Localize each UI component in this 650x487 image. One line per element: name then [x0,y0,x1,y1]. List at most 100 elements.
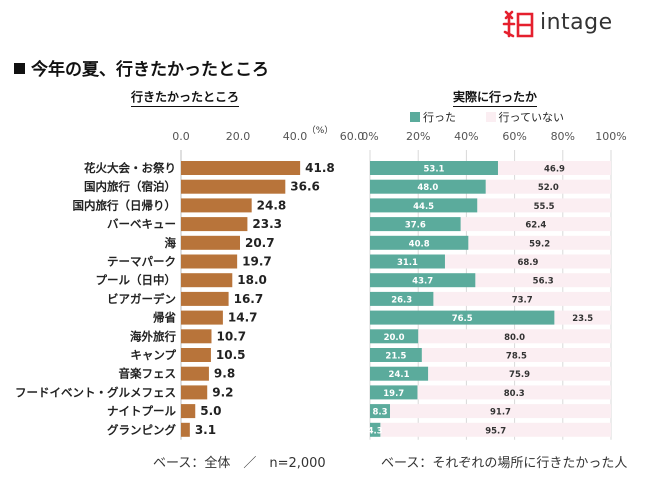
left-bar [181,217,248,232]
right-not-went-value-label: 52.0 [538,183,559,193]
left-bar [181,179,286,194]
right-went-value-label: 31.1 [397,258,418,268]
legend-label-not-went: 行っていない [498,111,564,124]
legend: 行った 行っていない [410,109,590,125]
left-bar-value-label: 41.8 [305,161,335,175]
right-went-value-label: 19.7 [383,389,404,399]
left-axis-unit-label: （%） [307,125,334,136]
right-bar-went [370,310,555,325]
footer-base-left: ベース：全体 ／ n=2,000 [153,456,326,471]
right-bar-not-went [433,291,611,306]
left-category-label: 音楽フェス [119,367,177,381]
left-bar [181,235,240,250]
right-not-went-value-label: 23.5 [572,314,593,324]
legend-item-not-went: 行っていない [485,109,564,125]
right-went-value-label: 20.0 [384,333,405,343]
left-bar-value-label: 16.7 [234,292,264,306]
page-title-text: 今年の夏、行きたかったところ [31,60,269,80]
right-not-went-value-label: 62.4 [525,221,546,231]
right-not-went-value-label: 95.7 [485,426,506,436]
left-bar [181,310,223,325]
left-bar [181,422,190,437]
right-axis-tick-label: 0% [361,130,378,143]
right-not-went-value-label: 80.0 [504,333,525,343]
right-not-went-value-label: 73.7 [512,295,533,305]
left-bar-value-label: 10.5 [216,348,246,362]
left-category-label: ナイトプール [107,404,176,418]
right-panel-heading: 実際に行ったか [453,88,538,107]
footer-base-right: ベース：それぞれの場所に行きたかった人 [381,456,628,471]
left-category-label: フードイベント・グルメフェス [15,385,176,399]
left-bar [181,273,233,288]
right-bar-not-went [417,385,611,400]
left-axis-tick-label: 0.0 [172,130,190,143]
left-bar-value-label: 23.3 [252,217,282,231]
right-not-went-value-label: 56.3 [533,277,554,287]
right-axis-tick-label: 40% [454,130,478,143]
page-title: 今年の夏、行きたかったところ [14,55,269,80]
left-category-label: 海 [165,236,177,250]
left-axis-tick-label: 40.0 [283,130,308,143]
left-category-label: キャンプ [130,348,176,362]
right-bar-went [370,179,486,194]
left-bar-value-label: 3.1 [195,423,216,437]
left-bar-value-label: 9.2 [212,385,233,399]
legend-item-went: 行った [410,109,456,125]
right-bar-went [370,273,476,288]
legend-label-went: 行った [423,111,456,124]
left-bar [181,198,252,213]
right-bar-went [370,291,434,306]
left-bar [181,348,211,362]
right-not-went-value-label: 91.7 [490,408,511,418]
left-bar-value-label: 10.7 [216,329,246,343]
left-category-label: プール（日中） [96,273,177,287]
left-panel-heading: 行きたかったところ [131,88,240,107]
right-went-value-label: 37.6 [405,221,426,231]
right-went-value-label: 53.1 [423,165,444,175]
left-bar [181,366,209,381]
right-went-value-label: 4.3 [368,426,383,436]
left-category-label: 国内旅行（宿泊） [84,180,176,194]
left-bar [181,404,196,419]
right-bar-went [370,329,419,344]
right-bar-not-went [475,273,611,288]
right-bar-not-went [485,179,611,194]
left-bar-value-label: 9.8 [214,367,235,381]
left-bar [181,291,229,306]
right-bar-went [370,385,418,400]
left-bar [181,254,238,269]
left-category-label: グランピング [107,423,176,437]
left-category-label: 海外旅行 [130,329,176,343]
left-category-label: バーベキュー [107,217,176,231]
right-went-value-label: 48.0 [417,183,438,193]
right-axis-tick-label: 100% [595,130,626,143]
left-category-label: 帰省 [153,311,176,325]
right-axis-tick-label: 60% [502,130,526,143]
left-bar [181,161,301,175]
right-bar-went [370,366,429,381]
right-not-went-value-label: 68.9 [517,258,538,268]
left-bar-value-label: 14.7 [228,311,258,325]
right-bar-went [370,348,422,362]
right-axis-tick-label: 20% [406,130,430,143]
right-bar-not-went [460,217,611,232]
left-bar [181,385,208,400]
right-bar-not-went [428,366,611,381]
right-bar-went [370,198,478,213]
right-not-went-value-label: 55.5 [534,202,555,212]
right-went-value-label: 76.5 [452,314,473,324]
left-category-label: テーマパーク [107,255,176,269]
left-bar-value-label: 5.0 [200,404,221,418]
right-axis-tick-label: 80% [551,130,575,143]
right-bar-went [370,217,461,232]
left-bar-value-label: 24.8 [257,198,287,212]
right-bar-went [370,235,469,250]
right-bar-went [370,404,391,419]
right-bar-not-went [444,254,611,269]
right-bar-not-went [380,422,611,437]
right-bar-not-went [554,310,611,325]
right-bar-not-went [418,329,611,344]
right-not-went-value-label: 75.9 [509,370,530,380]
right-not-went-value-label: 59.2 [529,239,550,249]
